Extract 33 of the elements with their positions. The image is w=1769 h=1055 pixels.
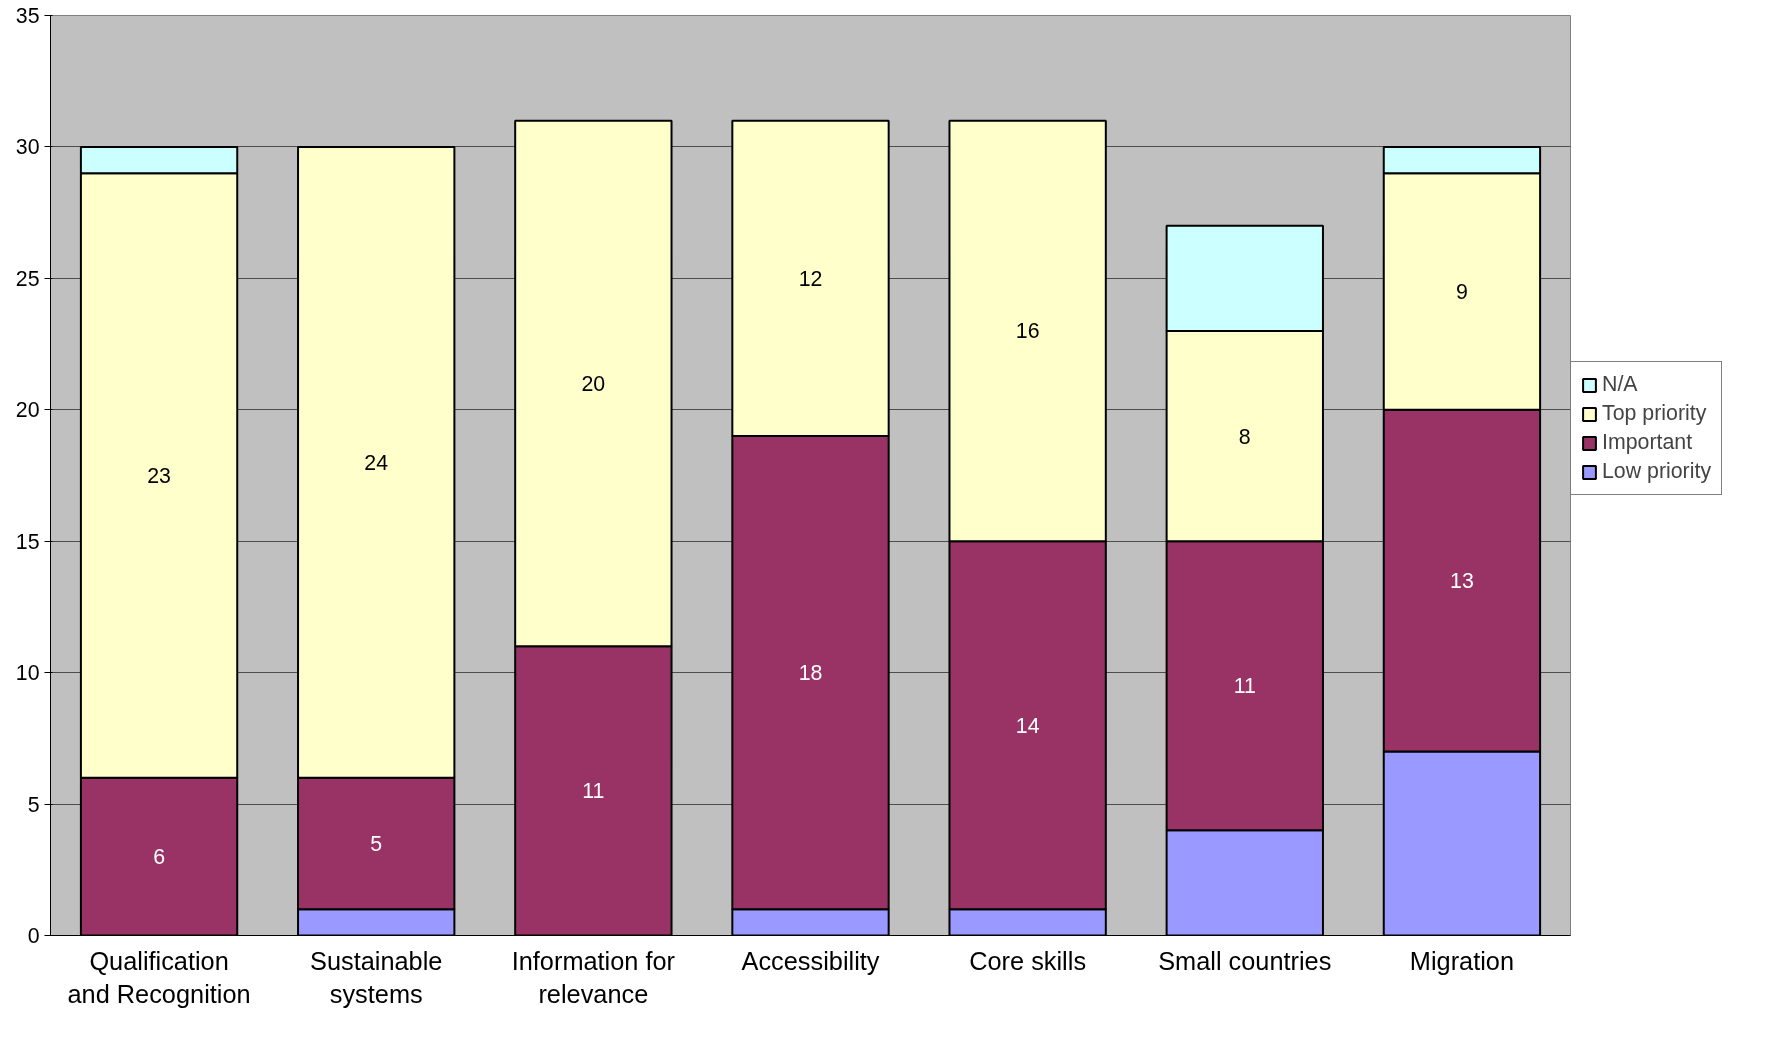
x-tick-label: Migration [1409, 946, 1515, 975]
x-tick-label: Sustainable systems [310, 946, 443, 1009]
y-tick-label: 15 [15, 529, 40, 554]
y-tick-label: 20 [15, 398, 40, 423]
data-label: 11 [582, 779, 605, 804]
x-tick-label: Core skills [969, 946, 1087, 975]
legend-label: N/A [1602, 372, 1638, 397]
data-label: 11 [1233, 674, 1256, 699]
x-tick-label: Qualification and Recognition [67, 946, 251, 1009]
legend-label: Low priority [1602, 459, 1712, 484]
y-tick-label: 30 [15, 135, 40, 160]
data-label: 20 [581, 372, 606, 396]
data-label: 13 [1450, 569, 1474, 594]
data-label: 23 [147, 464, 171, 488]
y-tick-label: 35 [15, 4, 40, 28]
data-label: 24 [364, 450, 389, 475]
y-tick-label: 0 [27, 924, 40, 948]
x-tick-label: Small countries [1158, 946, 1332, 975]
legend-label: Top priority [1602, 401, 1707, 426]
data-label: 12 [798, 266, 823, 291]
data-label: 16 [1015, 319, 1040, 344]
y-tick-label: 25 [15, 266, 40, 291]
data-label: 6 [153, 845, 166, 870]
data-label: 5 [370, 832, 383, 856]
x-tick-label: Information for relevance [511, 946, 676, 1009]
data-label: 18 [798, 661, 823, 686]
legend-label: Important [1602, 430, 1693, 455]
data-label: 8 [1238, 424, 1251, 449]
data-label: 9 [1456, 280, 1468, 304]
data-label: 14 [1015, 713, 1040, 738]
y-tick-label: 5 [27, 792, 40, 817]
y-tick-label: 10 [15, 661, 40, 686]
x-tick-label: Accessibility [741, 946, 880, 975]
